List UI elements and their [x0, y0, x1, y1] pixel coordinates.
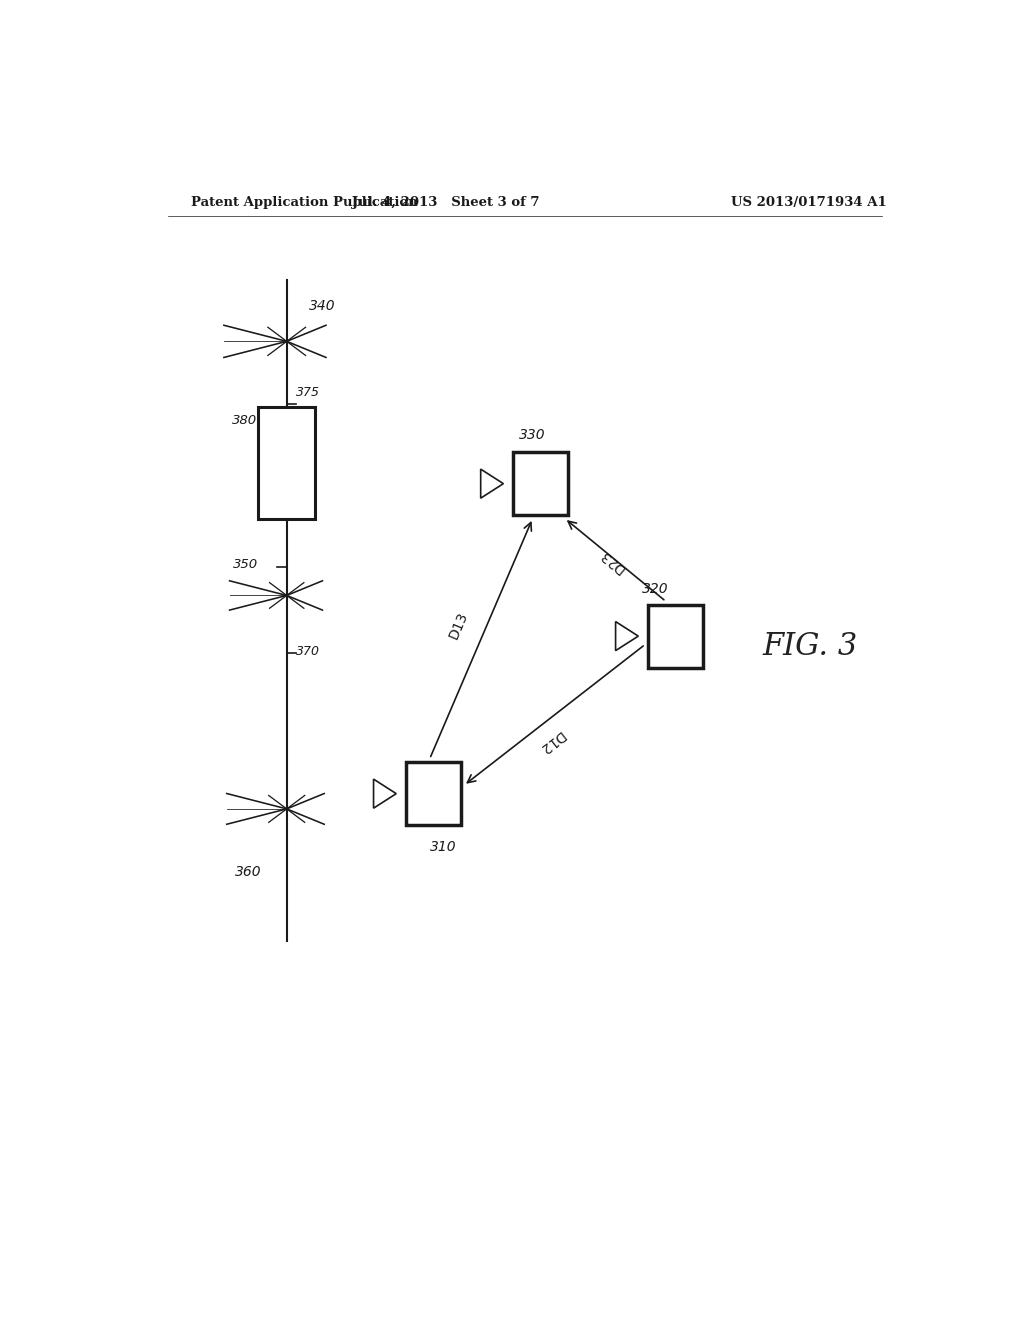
Text: Jul. 4, 2013   Sheet 3 of 7: Jul. 4, 2013 Sheet 3 of 7	[351, 195, 540, 209]
Bar	[648, 605, 703, 668]
Text: D13: D13	[446, 610, 471, 642]
Text: FIG. 3: FIG. 3	[763, 631, 858, 661]
Text: 380: 380	[232, 414, 257, 428]
Text: SYSTEM
CONTROLLER: SYSTEM CONTROLLER	[275, 422, 298, 504]
Bar	[406, 762, 461, 825]
Text: US 2013/0171934 A1: US 2013/0171934 A1	[731, 195, 887, 209]
Text: 370: 370	[296, 645, 321, 657]
Text: 375: 375	[296, 385, 321, 399]
Text: D23: D23	[597, 546, 628, 576]
Bar	[258, 408, 315, 519]
Text: D12: D12	[536, 727, 567, 756]
Text: 340: 340	[309, 298, 336, 313]
Text: 330: 330	[519, 428, 546, 442]
Text: 310: 310	[430, 840, 457, 854]
Text: 360: 360	[234, 865, 261, 879]
Bar	[513, 453, 568, 515]
Text: 350: 350	[233, 558, 258, 572]
Text: Patent Application Publication: Patent Application Publication	[191, 195, 418, 209]
Text: 320: 320	[642, 582, 669, 597]
